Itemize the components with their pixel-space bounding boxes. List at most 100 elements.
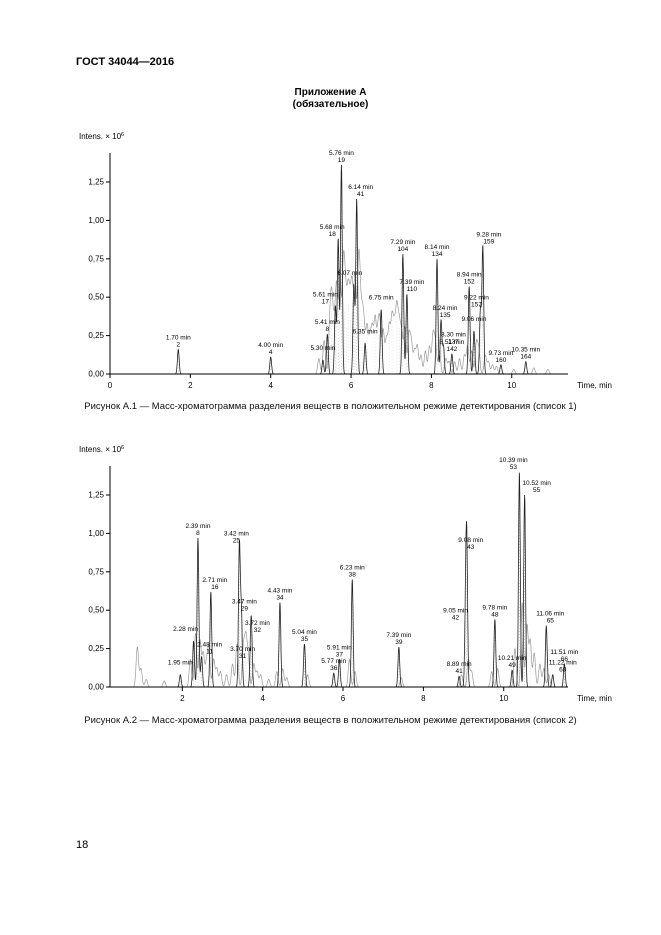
svg-text:16: 16 [211, 584, 219, 591]
svg-text:4: 4 [260, 694, 265, 703]
svg-text:8: 8 [421, 694, 426, 703]
chromatogram-chart-2: 2 4 6 8 10 Time, min0,000,250,500,751,001,25I… [79, 445, 612, 703]
svg-text:5.30 min: 5.30 min [310, 345, 335, 352]
svg-text:2: 2 [180, 694, 185, 703]
svg-text:8.89 min: 8.89 min [447, 661, 472, 668]
svg-text:8: 8 [196, 530, 200, 537]
svg-text:3.70 min: 3.70 min [230, 646, 255, 653]
svg-text:6.23 min: 6.23 min [340, 564, 365, 571]
svg-text:5.41 min: 5.41 min [315, 319, 340, 326]
svg-text:0,25: 0,25 [88, 331, 104, 340]
svg-text:39: 39 [395, 639, 403, 646]
svg-text:1,00: 1,00 [88, 529, 104, 538]
svg-text:2.39 min: 2.39 min [186, 523, 211, 530]
svg-text:135: 135 [440, 312, 451, 319]
svg-text:2: 2 [188, 381, 193, 390]
svg-text:Intens. × 106: Intens. × 106 [79, 132, 124, 141]
svg-text:3.72 min: 3.72 min [245, 620, 270, 627]
svg-text:9.08 min: 9.08 min [458, 537, 483, 544]
svg-text:6.35 min: 6.35 min [353, 328, 378, 335]
svg-text:18: 18 [329, 231, 337, 238]
svg-text:66: 66 [561, 656, 569, 663]
svg-text:2.71 min: 2.71 min [202, 577, 227, 584]
svg-text:10.39 min: 10.39 min [499, 457, 528, 464]
svg-text:65: 65 [547, 618, 555, 625]
svg-text:38: 38 [349, 571, 357, 578]
svg-text:0,50: 0,50 [88, 606, 104, 615]
page-number: 18 [76, 839, 89, 851]
svg-text:5.04 min: 5.04 min [292, 629, 317, 636]
svg-text:8.51 min: 8.51 min [439, 339, 464, 346]
svg-text:2: 2 [176, 341, 180, 348]
svg-text:42: 42 [452, 614, 460, 621]
svg-text:5.76 min: 5.76 min [329, 150, 354, 157]
figure-1-caption: Рисунок А.1 — Масс-хроматограмма разделе… [84, 401, 577, 412]
svg-text:2.28 min: 2.28 min [173, 626, 198, 633]
svg-text:9.28 min: 9.28 min [476, 232, 501, 239]
svg-text:49: 49 [509, 662, 517, 669]
svg-text:55: 55 [533, 487, 541, 494]
svg-text:11.22 min: 11.22 min [549, 660, 577, 667]
svg-text:10.35 min: 10.35 min [512, 347, 541, 354]
svg-text:9.78 min: 9.78 min [482, 604, 507, 611]
appendix-title: Приложение А [294, 87, 367, 98]
svg-text:Time, min: Time, min [577, 694, 612, 703]
appendix-subtitle: (обязательное) [292, 99, 369, 110]
svg-text:11.51 min: 11.51 min [550, 649, 578, 656]
chromatogram-chart-1: 0 2 4 6 8 10 Time, min 0,00 0,25 0,50 0,75 1,00 1,25… [79, 132, 612, 390]
svg-text:3.42 min: 3.42 min [224, 531, 249, 538]
svg-text:134: 134 [432, 251, 443, 258]
svg-text:9.22 min: 9.22 min [464, 294, 489, 301]
svg-text:9.73 min: 9.73 min [488, 350, 513, 357]
svg-text:8.94 min: 8.94 min [457, 271, 482, 278]
svg-text:0,50: 0,50 [88, 293, 104, 302]
svg-text:41: 41 [456, 668, 464, 675]
svg-text:8: 8 [429, 381, 434, 390]
svg-text:37: 37 [336, 651, 344, 658]
svg-text:7.39 min: 7.39 min [386, 632, 411, 639]
svg-text:6.07 min: 6.07 min [337, 270, 362, 277]
svg-text:53: 53 [510, 464, 518, 471]
svg-text:110: 110 [407, 286, 418, 293]
svg-text:31: 31 [239, 653, 247, 660]
svg-text:35: 35 [301, 636, 309, 643]
svg-text:1,25: 1,25 [88, 178, 104, 187]
svg-text:5.61 min: 5.61 min [313, 291, 338, 298]
svg-text:0,25: 0,25 [88, 644, 104, 653]
svg-text:19: 19 [338, 157, 346, 164]
svg-text:0,00: 0,00 [88, 683, 104, 692]
svg-text:10.21 min: 10.21 min [498, 655, 527, 662]
svg-text:137: 137 [448, 338, 459, 345]
svg-text:1,00: 1,00 [88, 216, 104, 225]
svg-text:164: 164 [520, 354, 531, 361]
svg-text:11: 11 [206, 648, 213, 655]
svg-text:104: 104 [397, 246, 408, 253]
svg-text:68: 68 [559, 667, 567, 674]
svg-text:6.75 min: 6.75 min [369, 294, 394, 301]
svg-text:43: 43 [467, 544, 475, 551]
svg-text:17: 17 [322, 298, 330, 305]
svg-text:36: 36 [330, 665, 338, 672]
svg-text:5.77 min: 5.77 min [321, 658, 346, 665]
svg-text:10.52 min: 10.52 min [522, 480, 551, 487]
svg-text:4.43 min: 4.43 min [267, 588, 292, 595]
svg-text:8.24 min: 8.24 min [433, 305, 458, 312]
svg-text:6: 6 [341, 694, 346, 703]
svg-text:10: 10 [499, 694, 508, 703]
svg-text:10: 10 [507, 381, 516, 390]
svg-text:41: 41 [357, 191, 365, 198]
svg-text:29: 29 [241, 605, 249, 612]
svg-text:5.68 min: 5.68 min [320, 224, 345, 231]
svg-text:8.14 min: 8.14 min [425, 244, 450, 251]
svg-text:7.39 min: 7.39 min [399, 279, 424, 286]
svg-text:Time, min: Time, min [577, 381, 612, 390]
svg-text:Intens. × 106: Intens. × 106 [79, 445, 124, 454]
svg-text:0: 0 [108, 381, 113, 390]
svg-text:152: 152 [464, 278, 475, 285]
svg-text:4: 4 [268, 381, 273, 390]
svg-text:0,75: 0,75 [88, 567, 104, 576]
svg-text:11.06 min: 11.06 min [536, 611, 564, 618]
svg-text:160: 160 [495, 357, 506, 364]
figure-2-caption: Рисунок А.2 — Масс-хроматограмма разделе… [84, 715, 577, 726]
